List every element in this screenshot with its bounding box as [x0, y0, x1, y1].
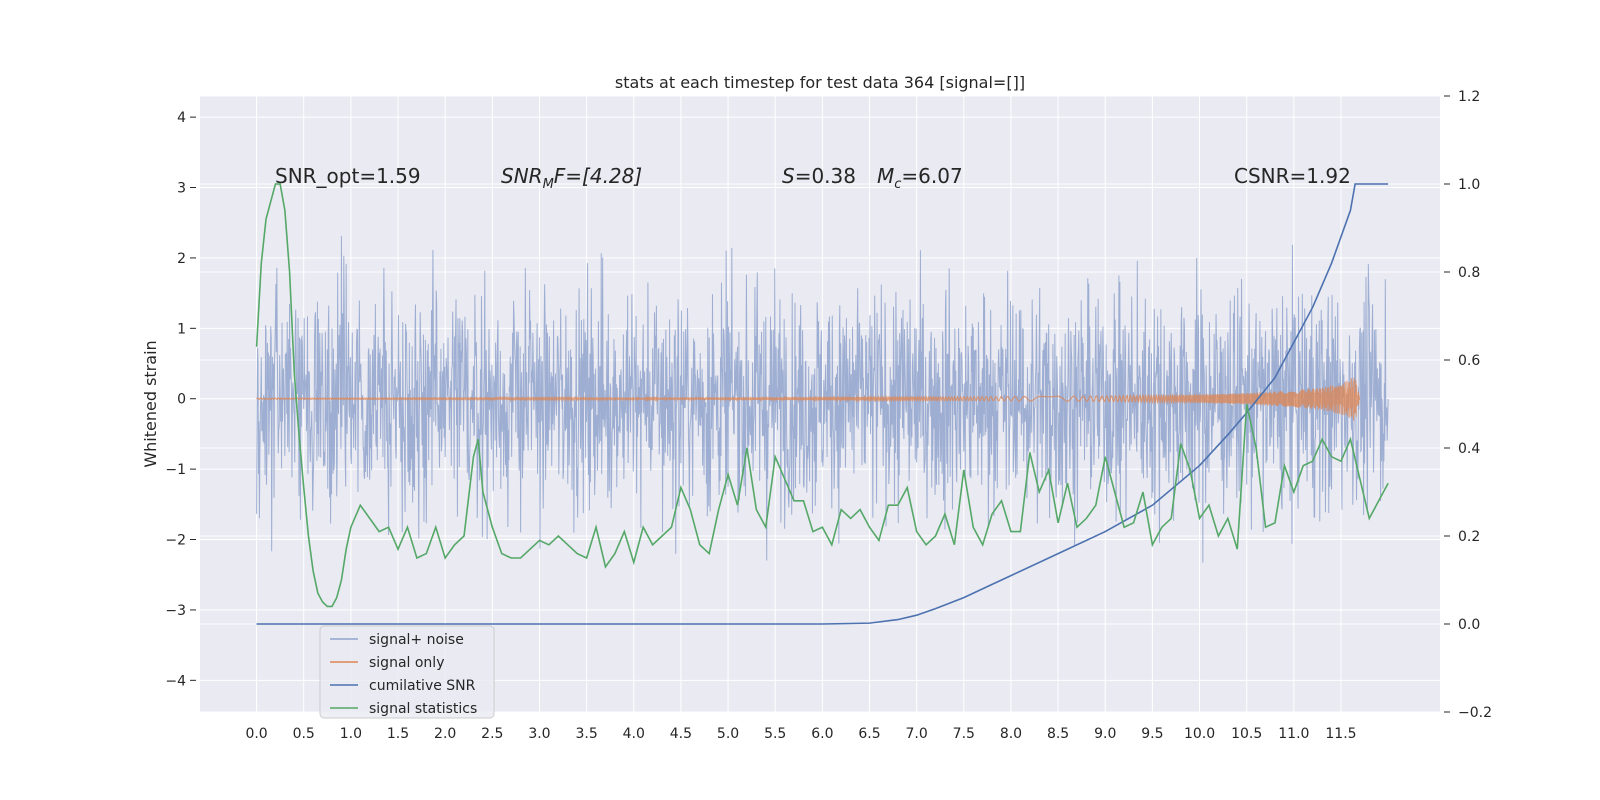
- x-tick-label: 1.5: [387, 726, 409, 742]
- legend-label-signal-only: signal only: [369, 655, 444, 671]
- x-axis-ticks: 0.0 0.5 1.0 1.5 2.0 2.5 3.0 3.5 4.0 4.5 5.0 5.5 6.0 6…: [245, 726, 1356, 742]
- annotation-s-value: =0.38: [795, 164, 856, 188]
- y-tick-label: −1: [165, 462, 186, 478]
- annotation-snr-mf: SNRMF=[4.28]: [501, 164, 642, 192]
- x-tick-label: 7.0: [906, 726, 928, 742]
- x-tick-label: 3.0: [528, 726, 550, 742]
- x-tick-label: 5.5: [764, 726, 786, 742]
- y2-tick-label: 0.4: [1458, 441, 1480, 457]
- chart-title: stats at each timestep for test data 364…: [615, 73, 1025, 92]
- y2-tick-label: 0.6: [1458, 353, 1480, 369]
- series-signal-noise: [256, 236, 1389, 563]
- x-tick-label: 7.5: [953, 726, 975, 742]
- x-tick-label: 11.5: [1325, 726, 1356, 742]
- y2-axis-ticks: 1.2 1.0 0.8 0.6 0.4 0.2 0.0 −0.2: [1444, 89, 1492, 721]
- y-axis-label: Whitened strain: [141, 340, 160, 467]
- legend-label-cumulative-snr: cumilative SNR: [369, 678, 476, 694]
- y-tick-label: 2: [177, 251, 186, 267]
- x-tick-label: 9.0: [1094, 726, 1116, 742]
- y-axis-ticks: 4 3 2 1 0 −1 −2 −3 −4: [165, 110, 196, 689]
- x-tick-label: 3.5: [575, 726, 597, 742]
- y-tick-label: 0: [177, 392, 186, 408]
- annotation-snr-mf-sub: M: [543, 177, 554, 192]
- x-tick-label: 2.0: [434, 726, 456, 742]
- annotation-snr-opt: SNR_opt=1.59: [275, 164, 421, 188]
- legend-label-signal-noise: signal+ noise: [369, 632, 464, 648]
- legend: signal+ noise signal only cumilative SNR…: [319, 625, 495, 719]
- signal-only-line: [256, 377, 1361, 421]
- y2-tick-label: −0.2: [1458, 705, 1492, 721]
- annotation-mc-sub: c: [894, 177, 901, 192]
- x-tick-label: 10.0: [1184, 726, 1215, 742]
- y-tick-label: −2: [165, 533, 186, 549]
- x-tick-label: 4.0: [623, 726, 645, 742]
- x-tick-label: 10.5: [1231, 726, 1262, 742]
- annotation-mc-main: M: [877, 164, 894, 188]
- legend-box: [319, 625, 495, 719]
- x-tick-label: 0.5: [293, 726, 315, 742]
- y-tick-label: 3: [177, 181, 186, 197]
- x-tick-label: 6.0: [811, 726, 833, 742]
- x-tick-label: 1.0: [340, 726, 362, 742]
- y-tick-label: −4: [165, 673, 186, 689]
- x-tick-label: 6.5: [858, 726, 880, 742]
- y2-tick-label: 1.2: [1458, 89, 1480, 105]
- annotation-snr-mf-f: F=[4.28]: [554, 164, 642, 188]
- y-tick-label: −3: [165, 603, 186, 619]
- x-tick-label: 0.0: [245, 726, 267, 742]
- y2-tick-label: 0.0: [1458, 617, 1480, 633]
- y2-tick-label: 0.8: [1458, 265, 1480, 281]
- annotation-s-main: S: [782, 164, 795, 188]
- series-signal-only: [256, 377, 1361, 421]
- signal-statistics-line: [255, 183, 1389, 608]
- x-tick-label: 4.5: [670, 726, 692, 742]
- x-tick-label: 9.5: [1141, 726, 1163, 742]
- x-tick-label: 2.5: [481, 726, 503, 742]
- y-tick-label: 4: [177, 110, 186, 126]
- y2-tick-label: 0.2: [1458, 529, 1480, 545]
- annotation-s: S=0.38: [782, 164, 856, 188]
- y2-tick-label: 1.0: [1458, 177, 1480, 193]
- annotation-mc-value: =6.07: [901, 164, 962, 188]
- series-signal-statistics: [255, 183, 1389, 608]
- x-tick-label: 5.0: [717, 726, 739, 742]
- annotation-csnr: CSNR=1.92: [1234, 164, 1351, 188]
- annotation-mc: Mc=6.07: [877, 164, 963, 192]
- x-tick-label: 11.0: [1278, 726, 1309, 742]
- y-tick-label: 1: [177, 321, 186, 337]
- legend-label-signal-statistics: signal statistics: [369, 701, 477, 717]
- annotation-snr-mf-main: SNR: [501, 164, 543, 188]
- x-tick-label: 8.0: [1000, 726, 1022, 742]
- x-tick-label: 8.5: [1047, 726, 1069, 742]
- signal-noise-line: [256, 236, 1389, 563]
